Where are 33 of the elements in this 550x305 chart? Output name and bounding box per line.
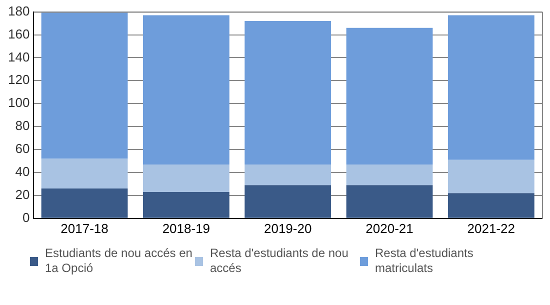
y-tick-label: 120 bbox=[8, 72, 30, 88]
bar bbox=[41, 158, 128, 189]
y-tick-label: 160 bbox=[8, 26, 30, 42]
bar bbox=[448, 193, 534, 218]
bar bbox=[41, 12, 128, 159]
legend-label: Estudiants de nou accés en 1a Opció bbox=[45, 246, 194, 276]
bar bbox=[448, 15, 534, 160]
y-tick-label: 40 bbox=[15, 164, 30, 180]
y-tick-label: 60 bbox=[15, 141, 30, 156]
bar bbox=[142, 164, 230, 192]
bar bbox=[244, 164, 332, 186]
legend-label: Resta d'estudiants de nou accés bbox=[210, 246, 350, 276]
bar bbox=[244, 185, 332, 218]
bar bbox=[142, 192, 230, 218]
x-tick-label: 2018-19 bbox=[162, 220, 210, 236]
bar bbox=[346, 185, 433, 218]
bar bbox=[244, 20, 332, 164]
y-tick-label: 20 bbox=[15, 187, 30, 202]
legend-label: Resta d'estudiants matriculats bbox=[375, 246, 474, 276]
x-tick-label: 2021-22 bbox=[467, 220, 516, 236]
y-tick-label: 180 bbox=[8, 3, 30, 18]
y-tick-label: 80 bbox=[15, 118, 30, 134]
y-tick-label: 100 bbox=[8, 95, 30, 110]
y-tick-label: 140 bbox=[8, 49, 30, 64]
x-tick-label: 2019-20 bbox=[264, 220, 312, 236]
x-tick-label: 2017-18 bbox=[60, 220, 108, 236]
x-tick-label: 2020-21 bbox=[366, 220, 414, 236]
bar bbox=[346, 28, 433, 164]
bar bbox=[41, 188, 128, 218]
bar bbox=[346, 164, 433, 186]
bar bbox=[448, 160, 534, 194]
y-tick-label: 0 bbox=[22, 210, 30, 225]
bar bbox=[142, 15, 230, 164]
